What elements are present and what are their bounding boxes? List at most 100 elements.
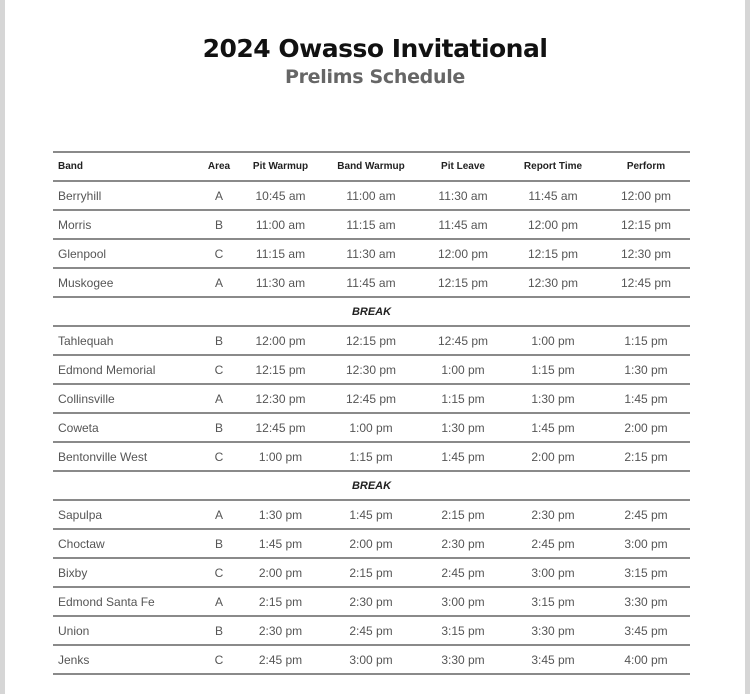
cell-report-time: 2:00 pm	[504, 442, 602, 472]
cell-band: Edmond Santa Fe	[53, 587, 197, 617]
table-header-row: Band Area Pit Warmup Band Warmup Pit Leave Re…	[53, 151, 690, 182]
cell-pit-leave: 1:30 pm	[422, 413, 504, 443]
cell-pit-warmup: 12:45 pm	[241, 413, 320, 443]
break-row: BREAK	[53, 297, 690, 327]
cell-report-time: 3:45 pm	[504, 645, 602, 675]
cell-band: Choctaw	[53, 529, 197, 559]
cell-perform: 3:15 pm	[602, 558, 690, 588]
cell-area: A	[197, 384, 241, 414]
cell-report-time: 1:30 pm	[504, 384, 602, 414]
cell-band-warmup: 2:00 pm	[320, 529, 422, 559]
cell-perform: 12:30 pm	[602, 239, 690, 269]
cell-band: Union	[53, 616, 197, 646]
cell-area: C	[197, 239, 241, 269]
table-row: Choctaw B 1:45 pm 2:00 pm 2:30 pm 2:45 pm 3:00…	[53, 529, 690, 559]
cell-perform: 1:45 pm	[602, 384, 690, 414]
cell-band-warmup: 2:30 pm	[320, 587, 422, 617]
cell-band: Morris	[53, 210, 197, 240]
cell-area: B	[197, 413, 241, 443]
cell-pit-warmup: 12:15 pm	[241, 355, 320, 385]
cell-area: A	[197, 268, 241, 298]
table-row: Collinsville A 12:30 pm 12:45 pm 1:15 pm 1:30…	[53, 384, 690, 414]
cell-pit-leave: 2:30 pm	[422, 529, 504, 559]
column-header-pit-leave: Pit Leave	[422, 151, 504, 182]
column-header-perform: Perform	[602, 151, 690, 182]
cell-pit-leave: 1:45 pm	[422, 442, 504, 472]
cell-report-time: 12:15 pm	[504, 239, 602, 269]
document-subtitle: Prelims Schedule	[284, 66, 465, 88]
cell-band-warmup: 3:00 pm	[320, 645, 422, 675]
cell-pit-warmup: 1:00 pm	[241, 442, 320, 472]
cell-band: Coweta	[53, 413, 197, 443]
cell-pit-leave: 12:15 pm	[422, 268, 504, 298]
cell-area: B	[197, 210, 241, 240]
cell-pit-warmup: 11:00 am	[241, 210, 320, 240]
cell-perform: 1:30 pm	[602, 355, 690, 385]
cell-report-time: 3:15 pm	[504, 587, 602, 617]
cell-pit-leave: 12:00 pm	[422, 239, 504, 269]
column-header-band-warmup: Band Warmup	[320, 151, 422, 182]
cell-perform: 2:45 pm	[602, 500, 690, 530]
break-label: BREAK	[53, 297, 690, 327]
cell-perform: 3:45 pm	[602, 616, 690, 646]
cell-report-time: 12:00 pm	[504, 210, 602, 240]
table-row: Coweta B 12:45 pm 1:00 pm 1:30 pm 1:45 pm 2:00…	[53, 413, 690, 443]
cell-pit-warmup: 12:30 pm	[241, 384, 320, 414]
cell-band: Bentonville West	[53, 442, 197, 472]
cell-area: A	[197, 587, 241, 617]
column-header-band: Band	[53, 151, 197, 182]
cell-perform: 12:00 pm	[602, 181, 690, 211]
cell-band: Muskogee	[53, 268, 197, 298]
cell-band-warmup: 2:15 pm	[320, 558, 422, 588]
cell-area: C	[197, 442, 241, 472]
cell-report-time: 12:30 pm	[504, 268, 602, 298]
schedule-table: Band Area Pit Warmup Band Warmup Pit Leave Re…	[53, 151, 690, 675]
cell-perform: 2:00 pm	[602, 413, 690, 443]
cell-band: Tahlequah	[53, 326, 197, 356]
cell-band-warmup: 11:45 am	[320, 268, 422, 298]
cell-area: C	[197, 355, 241, 385]
cell-perform: 1:15 pm	[602, 326, 690, 356]
cell-band-warmup: 12:30 pm	[320, 355, 422, 385]
cell-pit-warmup: 2:00 pm	[241, 558, 320, 588]
cell-band: Sapulpa	[53, 500, 197, 530]
table-row: Union B 2:30 pm 2:45 pm 3:15 pm 3:30 pm 3:45 p…	[53, 616, 690, 646]
cell-pit-warmup: 11:30 am	[241, 268, 320, 298]
table-row: Jenks C 2:45 pm 3:00 pm 3:30 pm 3:45 pm 4:00 p…	[53, 645, 690, 675]
cell-pit-warmup: 12:00 pm	[241, 326, 320, 356]
cell-perform: 4:00 pm	[602, 645, 690, 675]
table-row: Sapulpa A 1:30 pm 1:45 pm 2:15 pm 2:30 pm 2:45…	[53, 500, 690, 530]
cell-perform: 3:00 pm	[602, 529, 690, 559]
cell-pit-warmup: 2:30 pm	[241, 616, 320, 646]
cell-band-warmup: 11:00 am	[320, 181, 422, 211]
document-title: 2024 Owasso Invitational	[202, 34, 548, 63]
cell-pit-warmup: 1:30 pm	[241, 500, 320, 530]
cell-band-warmup: 1:15 pm	[320, 442, 422, 472]
cell-report-time: 11:45 am	[504, 181, 602, 211]
cell-band: Bixby	[53, 558, 197, 588]
cell-band-warmup: 11:30 am	[320, 239, 422, 269]
cell-pit-leave: 11:45 am	[422, 210, 504, 240]
cell-pit-leave: 11:30 am	[422, 181, 504, 211]
cell-pit-leave: 3:30 pm	[422, 645, 504, 675]
cell-report-time: 3:00 pm	[504, 558, 602, 588]
table-row: Tahlequah B 12:00 pm 12:15 pm 12:45 pm 1:00 p…	[53, 326, 690, 356]
cell-band-warmup: 1:45 pm	[320, 500, 422, 530]
table-row: Bixby C 2:00 pm 2:15 pm 2:45 pm 3:00 pm 3:15 p…	[53, 558, 690, 588]
break-row: BREAK	[53, 471, 690, 501]
cell-pit-warmup: 10:45 am	[241, 181, 320, 211]
cell-area: C	[197, 558, 241, 588]
cell-band: Collinsville	[53, 384, 197, 414]
cell-report-time: 2:30 pm	[504, 500, 602, 530]
cell-area: B	[197, 326, 241, 356]
cell-pit-leave: 1:15 pm	[422, 384, 504, 414]
cell-pit-warmup: 1:45 pm	[241, 529, 320, 559]
cell-area: B	[197, 616, 241, 646]
table-row: Muskogee A 11:30 am 11:45 am 12:15 pm 12:30 p…	[53, 268, 690, 298]
cell-band-warmup: 12:45 pm	[320, 384, 422, 414]
cell-pit-warmup: 2:45 pm	[241, 645, 320, 675]
column-header-area: Area	[197, 151, 241, 182]
cell-area: C	[197, 645, 241, 675]
cell-band: Glenpool	[53, 239, 197, 269]
table-row: Edmond Memorial C 12:15 pm 12:30 pm 1:00 pm 1…	[53, 355, 690, 385]
